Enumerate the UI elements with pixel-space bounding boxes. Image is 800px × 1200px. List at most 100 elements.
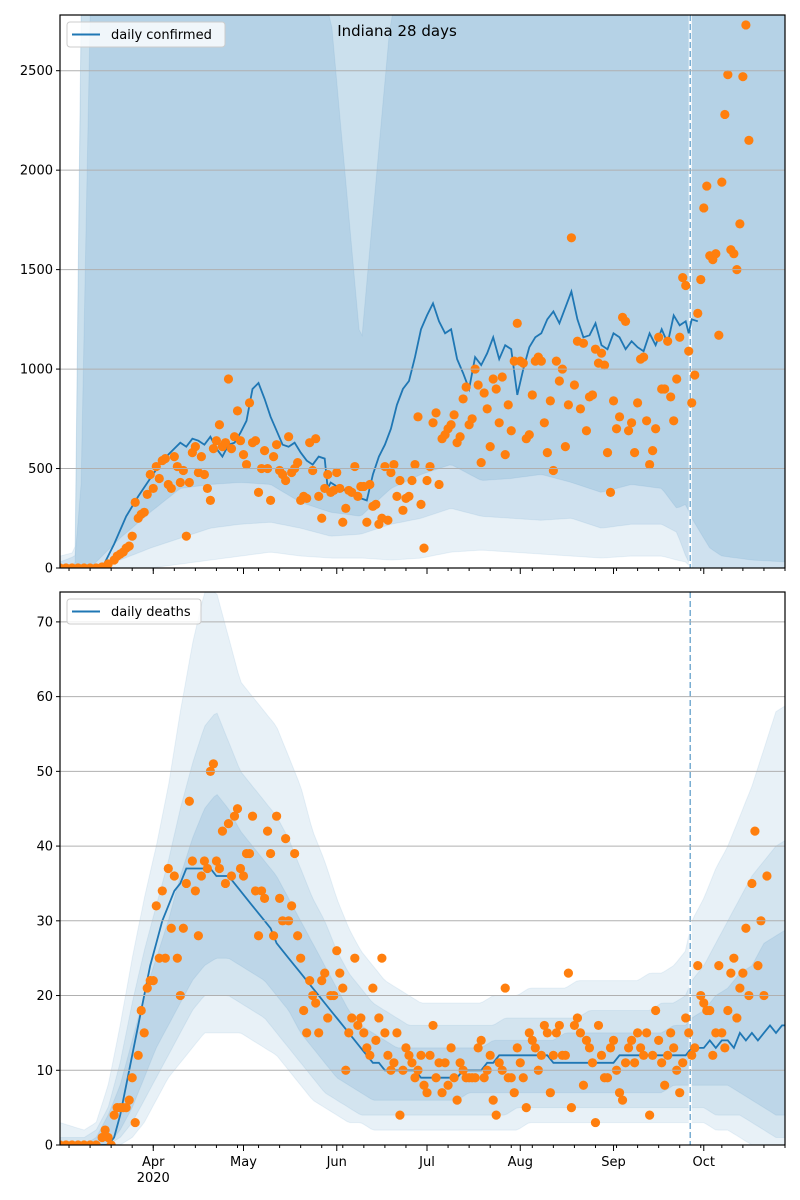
data-point [524, 430, 534, 440]
data-point [347, 1013, 357, 1023]
data-point [642, 416, 652, 426]
data-point [211, 856, 222, 866]
data-point [377, 953, 387, 963]
data-point [425, 461, 435, 472]
data-point [335, 968, 345, 978]
data-point [648, 1050, 658, 1060]
data-point [383, 515, 393, 525]
data-point [395, 1110, 405, 1120]
data-point [651, 1005, 661, 1016]
data-point [284, 432, 294, 442]
data-point [452, 1095, 462, 1105]
x-tick-label: Jul [418, 1155, 435, 1170]
x-tick-label: Apr [142, 1155, 165, 1170]
data-point [419, 543, 429, 553]
data-point [281, 834, 291, 844]
data-point [632, 1028, 643, 1038]
data-point [639, 352, 649, 362]
data-point [536, 1050, 546, 1060]
data-point [437, 1088, 447, 1098]
data-point [271, 440, 282, 450]
data-point [287, 901, 297, 911]
data-point [365, 479, 375, 490]
data-point [383, 1050, 393, 1060]
data-point [145, 469, 155, 480]
chart-title: Indiana 28 days [337, 22, 457, 40]
data-point [419, 1080, 429, 1090]
data-point [220, 438, 231, 448]
data-point [244, 398, 255, 408]
data-point [681, 280, 691, 291]
data-point [759, 0, 768, 5]
data-point [401, 1043, 411, 1053]
data-point [584, 1043, 595, 1053]
data-point [124, 1095, 134, 1105]
data-point [187, 856, 197, 866]
data-point [214, 863, 225, 874]
data-point [629, 448, 640, 458]
y-tick-label: 500 [28, 462, 53, 477]
data-point [139, 507, 149, 517]
data-point [596, 1050, 607, 1060]
data-point [690, 1043, 700, 1053]
legend: daily confirmed [66, 21, 226, 48]
data-point [587, 1058, 598, 1068]
data-point [229, 811, 240, 821]
data-point [696, 274, 706, 285]
data-point [410, 459, 420, 470]
data-point [154, 473, 164, 484]
data-point [729, 953, 739, 963]
data-point [636, 1043, 646, 1053]
data-point [578, 1080, 589, 1090]
data-point [518, 358, 528, 368]
data-point [109, 1110, 119, 1120]
data-point [509, 1088, 519, 1098]
data-point [434, 479, 444, 490]
data-point [244, 848, 255, 859]
data-point [374, 1013, 384, 1023]
data-point [296, 953, 306, 963]
data-point [157, 886, 167, 896]
data-point [750, 0, 759, 5]
data-point [428, 1020, 438, 1031]
data-point [365, 1050, 375, 1060]
data-point [479, 388, 489, 398]
data-point [500, 450, 510, 460]
data-point [106, 1140, 116, 1145]
legend-label: daily confirmed [111, 28, 212, 43]
data-point [238, 871, 249, 881]
data-point [148, 483, 158, 494]
data-point [359, 1028, 369, 1038]
data-point [738, 968, 748, 978]
data-point [735, 983, 745, 993]
data-point [103, 1132, 113, 1143]
data-point [275, 893, 285, 903]
data-point [705, 1005, 715, 1016]
data-point [723, 70, 733, 80]
data-point [500, 983, 510, 993]
data-point [626, 1035, 637, 1045]
data-point [741, 20, 751, 30]
data-point [479, 1073, 489, 1083]
data-point [494, 418, 504, 428]
data-point [214, 420, 225, 430]
data-point [581, 1035, 592, 1045]
data-point [386, 467, 396, 478]
data-point [133, 1050, 143, 1060]
data-point [488, 1095, 498, 1105]
data-point [623, 1043, 634, 1053]
data-point [527, 390, 537, 400]
data-point [608, 396, 619, 406]
data-point [675, 1088, 685, 1098]
data-point [753, 0, 762, 5]
data-point [503, 400, 513, 410]
data-point [422, 1088, 432, 1098]
data-point [575, 1028, 586, 1038]
data-point [232, 406, 243, 416]
data-point [169, 452, 179, 462]
data-point [542, 1028, 552, 1038]
data-point [281, 475, 291, 486]
data-point [208, 759, 219, 769]
y-tick-label: 2000 [20, 164, 53, 179]
data-point [693, 961, 703, 971]
